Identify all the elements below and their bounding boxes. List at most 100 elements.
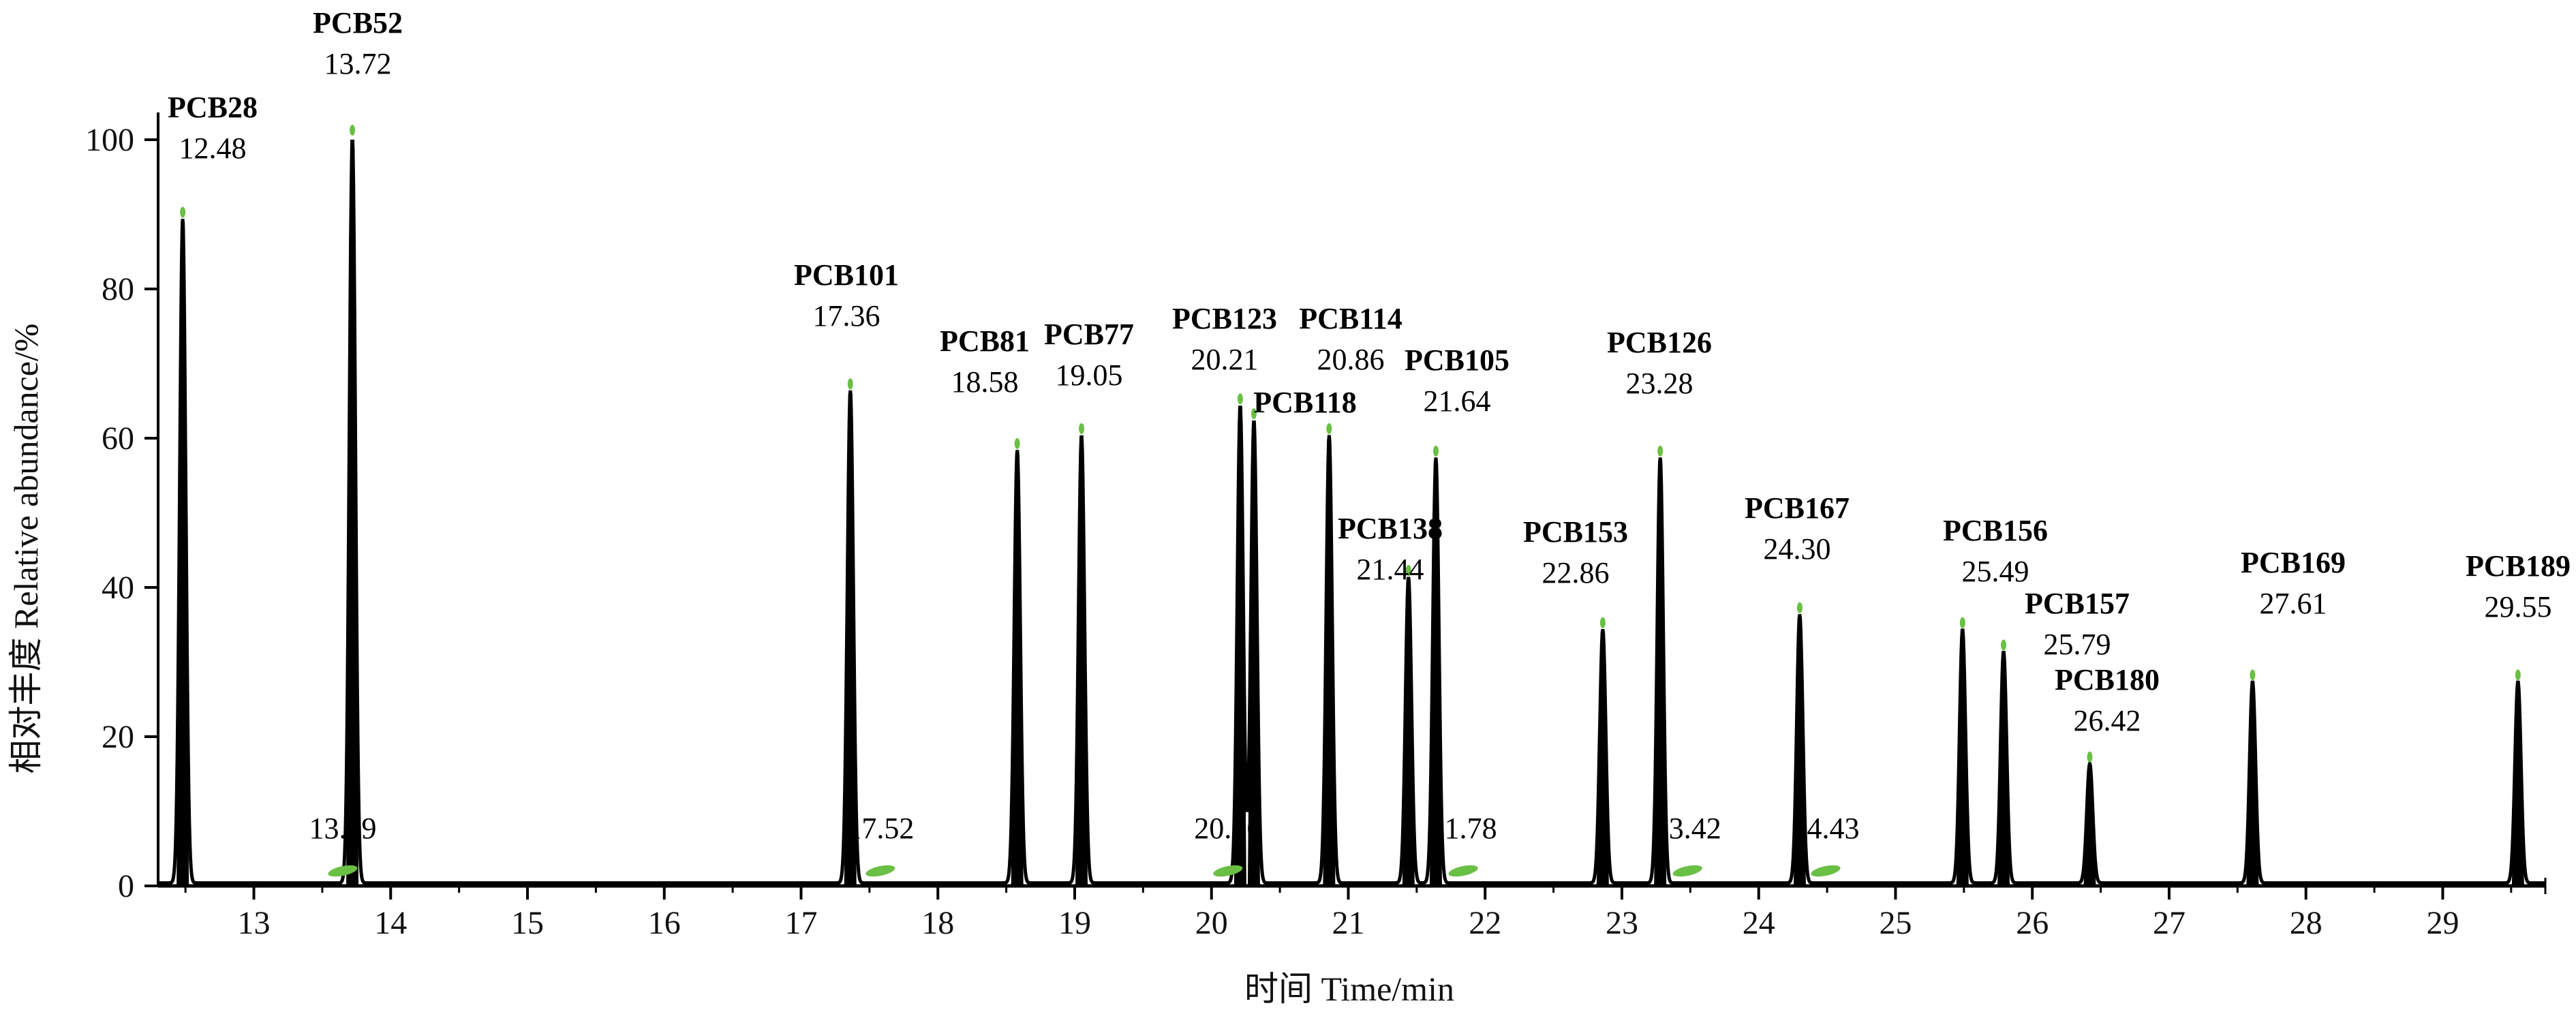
peak-label-time: 17.36 xyxy=(813,299,880,333)
trace-layer xyxy=(158,125,2545,886)
peak-pcb105 xyxy=(1429,460,1442,886)
y-tick-label: 0 xyxy=(118,868,134,904)
peak-label-name: PCB180 xyxy=(2055,663,2160,696)
peak-label-time: 20.21 xyxy=(1191,343,1259,376)
baseline-marker xyxy=(865,865,895,877)
x-tick-label: 27 xyxy=(2153,905,2186,941)
peak-pcb28 xyxy=(177,221,189,886)
peak-pcb77 xyxy=(1075,438,1088,886)
labels-layer: 13.59 17.52 20.06 21.78 23.42 24.43 PCB28 12.48… xyxy=(168,6,2571,845)
peak-pcb81 xyxy=(1011,453,1024,886)
peak-pcb123 xyxy=(1233,408,1246,886)
peak-label-name: PCB167 xyxy=(1745,491,1850,525)
peak-apex-marker xyxy=(1959,617,1965,628)
baseline-marker-label: 21.78 xyxy=(1430,812,1497,845)
baseline-marker-label: 13.59 xyxy=(309,812,376,845)
peak-pcb52 xyxy=(346,140,359,886)
peak-label-name: PCB28 xyxy=(168,91,258,124)
peak-label-name: PCB101 xyxy=(794,258,899,292)
x-tick-label: 23 xyxy=(1606,905,1638,941)
peak-apex-marker xyxy=(1251,408,1257,420)
baseline-marker xyxy=(1811,865,1841,877)
chromatogram-trace xyxy=(158,139,2545,885)
x-tick-label: 25 xyxy=(1879,905,1912,941)
x-axis-title: 时间 Time/min xyxy=(1244,970,1454,1008)
peak-apex-marker xyxy=(1796,602,1803,613)
x-tick-label: 18 xyxy=(921,905,954,941)
peak-apex-marker xyxy=(1405,565,1411,577)
peak-label-time: 12.48 xyxy=(179,132,247,165)
y-tick-label: 80 xyxy=(102,271,134,307)
peak-label-name: PCB77 xyxy=(1044,318,1134,351)
baseline-marker xyxy=(1213,865,1243,877)
peak-apex-marker xyxy=(1326,423,1332,434)
peak-label-time: 25.49 xyxy=(1962,555,2029,588)
peak-label-name: PCB81 xyxy=(940,324,1030,358)
x-tick-label: 29 xyxy=(2426,905,2459,941)
peak-apex-marker xyxy=(2515,669,2521,681)
x-tick-label: 24 xyxy=(1743,905,1775,941)
baseline-marker xyxy=(1672,865,1702,877)
peak-apex-marker xyxy=(1237,393,1243,405)
peak-pcb153 xyxy=(1596,632,1609,886)
peak-pcb167 xyxy=(1793,617,1806,886)
peak-pcb126 xyxy=(1654,460,1667,886)
peak-apex-marker xyxy=(2250,669,2256,681)
peak-label-name: PCB114 xyxy=(1299,302,1402,335)
peak-label-time: 19.05 xyxy=(1056,358,1123,392)
x-tick-label: 28 xyxy=(2290,905,2322,941)
baseline-marker xyxy=(1448,865,1478,877)
peak-apex-marker xyxy=(2087,751,2093,763)
y-tick-label: 60 xyxy=(102,420,134,457)
baseline-marker-label: 23.42 xyxy=(1654,812,1721,845)
peak-apex-marker xyxy=(1014,438,1020,449)
peak-pcb114 xyxy=(1323,438,1336,886)
peak-pcb180 xyxy=(2083,766,2096,886)
y-tick-label: 40 xyxy=(102,570,134,606)
peak-label-name: PCB52 xyxy=(313,6,403,40)
peak-pcb156 xyxy=(1956,632,1969,886)
peak-label-time: 21.44 xyxy=(1357,553,1424,586)
peak-label-name: PCB153 xyxy=(1523,515,1628,549)
x-tick-label: 20 xyxy=(1195,905,1228,941)
baseline-marker-label: 17.52 xyxy=(846,812,914,845)
baseline-marker xyxy=(328,865,358,877)
peak-apex-marker xyxy=(2001,639,2007,651)
peak-apex-marker xyxy=(350,125,356,136)
baseline-marker-label: 24.43 xyxy=(1792,812,1860,845)
peak-apex-marker xyxy=(1079,423,1085,434)
x-tick-label: 26 xyxy=(2016,905,2049,941)
peak-label-time: 21.64 xyxy=(1424,384,1491,418)
peak-pcb169 xyxy=(2246,684,2259,886)
peak-label-time: 18.58 xyxy=(951,365,1019,399)
peak-apex-marker xyxy=(1599,617,1606,628)
peak-label-name: PCB138 xyxy=(1338,512,1443,545)
y-tick-label: 20 xyxy=(102,719,134,755)
peak-label-name: PCB169 xyxy=(2241,546,2346,579)
peak-label-name: PCB156 xyxy=(1943,514,2048,547)
peak-apex-marker xyxy=(180,206,186,218)
peak-label-time: 20.86 xyxy=(1317,343,1385,376)
axes-layer: 13 14 15 16 17 18 19 20 21 22 23 24 25 26 27 28 29 0 20 40 6… xyxy=(85,112,2547,941)
peak-pcb189 xyxy=(2511,684,2524,886)
peak-label-name: PCB189 xyxy=(2466,549,2571,583)
peak-label-time: 23.28 xyxy=(1626,367,1693,400)
x-tick-label: 15 xyxy=(511,905,544,941)
x-tick-label: 17 xyxy=(785,905,818,941)
peak-label-name: PCB118 xyxy=(1253,386,1357,419)
peak-pcb157 xyxy=(1997,654,2010,886)
peak-label-time: 13.72 xyxy=(324,47,392,80)
y-axis-title: 相对丰度 Relative abundance/% xyxy=(7,324,45,774)
x-tick-label: 13 xyxy=(238,905,271,941)
x-tick-label: 22 xyxy=(1469,905,1501,941)
x-tick-label: 21 xyxy=(1332,905,1364,941)
peak-apex-marker xyxy=(1432,445,1439,457)
peak-label-name: PCB157 xyxy=(2025,587,2130,620)
x-tick-label: 14 xyxy=(374,905,407,941)
peak-label-time: 22.86 xyxy=(1542,556,1610,589)
peak-label-name: PCB105 xyxy=(1405,343,1509,377)
x-tick-label: 19 xyxy=(1058,905,1091,941)
peak-label-time: 27.61 xyxy=(2260,587,2327,620)
peak-pcb101 xyxy=(844,393,857,886)
